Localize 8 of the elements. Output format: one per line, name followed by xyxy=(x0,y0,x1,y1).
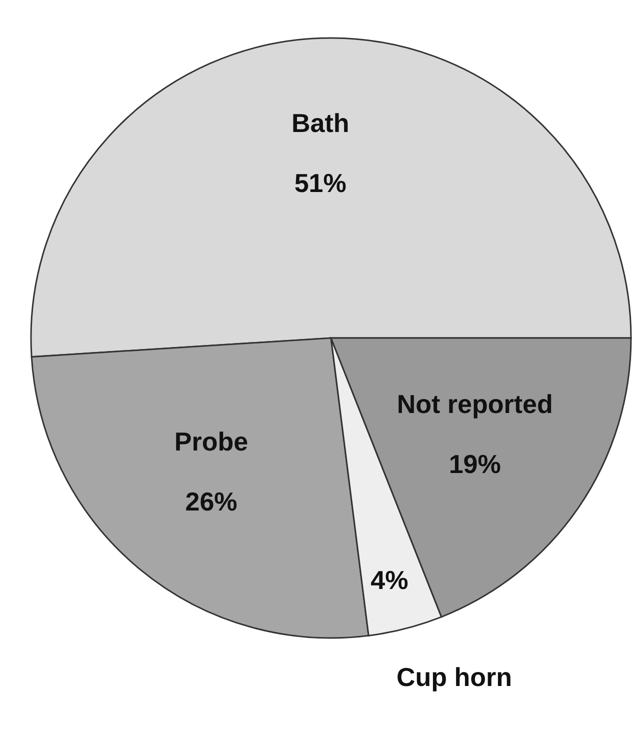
slice-label: Probe xyxy=(174,426,248,457)
slice-label: Not reported xyxy=(396,389,553,420)
slice-label: Bath xyxy=(291,108,350,138)
data-label: 26% xyxy=(185,486,238,517)
data-label: 51% xyxy=(294,168,346,198)
data-label: 19% xyxy=(448,449,501,480)
slice-label: Cup horn xyxy=(396,662,512,692)
data-label: 4% xyxy=(370,564,408,595)
